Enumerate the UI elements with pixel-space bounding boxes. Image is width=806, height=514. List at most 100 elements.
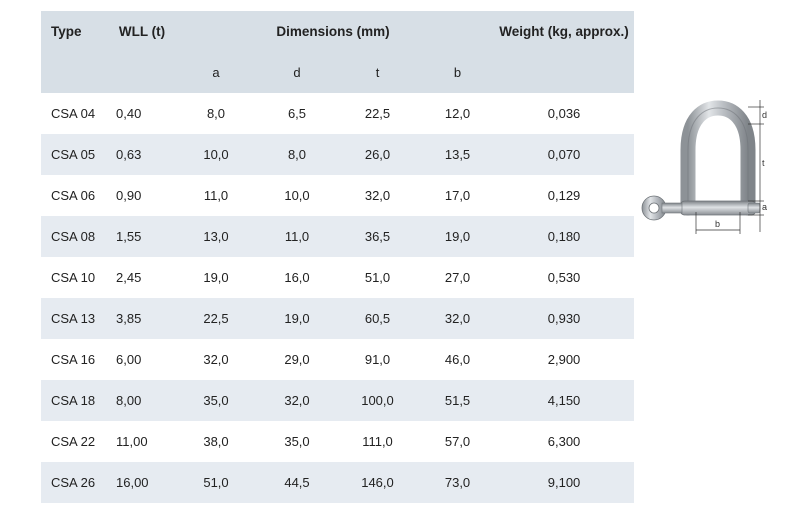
cell-weight: 9,100 [547, 475, 581, 490]
cell-type: CSA 05 [51, 147, 96, 162]
table-row: CSA 13 3,85 22,5 19,0 60,5 32,0 0,930 [41, 298, 635, 339]
table-row: CSA 10 2,45 19,0 16,0 51,0 27,0 0,530 [41, 257, 634, 298]
shackle-spec-table: Type WLL (t) Dimensions (mm) Weight (kg,… [41, 11, 635, 503]
cell-b: 57,0 [444, 434, 471, 449]
cell-type: CSA 08 [51, 229, 96, 244]
cell-weight: 6,300 [547, 434, 581, 449]
cell-b: 19,0 [444, 229, 471, 244]
cell-t: 146,0 [361, 475, 394, 490]
cell-type: CSA 22 [51, 434, 96, 449]
cell-wll: 6,00 [116, 352, 142, 367]
table-row: CSA 05 0,63 10,0 8,0 26,0 13,5 0,070 [41, 134, 635, 175]
cell-weight: 4,150 [547, 393, 581, 408]
cell-b: 27,0 [444, 270, 471, 285]
cell-weight: 2,900 [547, 352, 581, 367]
cell-wll: 1,55 [116, 229, 142, 244]
cell-a: 13,0 [203, 229, 229, 244]
cell-t: 111,0 [362, 434, 393, 449]
shackle-diagram: d t a b [641, 100, 767, 234]
cell-type: CSA 13 [51, 311, 96, 326]
cell-d: 35,0 [284, 434, 310, 449]
cell-a: 11,0 [203, 188, 229, 203]
cell-b: 12,0 [444, 106, 471, 121]
cell-wll: 0,63 [116, 147, 142, 162]
cell-wll: 11,00 [116, 434, 148, 449]
cell-b: 13,5 [444, 147, 471, 162]
cell-d: 29,0 [284, 352, 310, 367]
cell-wll: 3,85 [116, 311, 142, 326]
cell-weight: 0,070 [547, 147, 581, 162]
cell-wll: 0,90 [116, 188, 142, 203]
header-sub-b: b [453, 65, 462, 80]
dim-label-a: a [762, 202, 767, 212]
cell-wll: 0,40 [116, 106, 142, 121]
header-type: Type [51, 24, 82, 39]
dim-label-d: d [762, 110, 767, 120]
table-row: CSA 18 8,00 35,0 32,0 100,0 51,5 4,150 [41, 380, 635, 421]
cell-a: 32,0 [203, 352, 229, 367]
cell-t: 22,5 [364, 106, 391, 121]
cell-type: CSA 04 [51, 106, 96, 121]
cell-type: CSA 18 [51, 393, 96, 408]
cell-d: 8,0 [287, 147, 307, 162]
shackle-body-icon [641, 100, 761, 221]
cell-d: 10,0 [284, 188, 310, 203]
cell-type: CSA 06 [51, 188, 96, 203]
cell-t: 36,5 [364, 229, 391, 244]
header-sub-empty [494, 52, 634, 93]
cell-b: 32,0 [444, 311, 471, 326]
cell-b: 73,0 [444, 475, 471, 490]
cell-t: 60,5 [364, 311, 391, 326]
cell-weight: 0,129 [547, 188, 581, 203]
table-header: Type WLL (t) Dimensions (mm) Weight (kg,… [41, 11, 635, 93]
cell-type: CSA 26 [51, 475, 96, 490]
cell-weight: 0,036 [547, 106, 581, 121]
cell-wll: 8,00 [116, 393, 142, 408]
table-row: CSA 26 16,00 51,0 44,5 146,0 73,0 9,100 [41, 462, 635, 503]
cell-wll: 16,00 [116, 475, 149, 490]
header-sub-t: t [375, 65, 380, 80]
cell-wll: 2,45 [116, 270, 142, 285]
cell-type: CSA 10 [51, 270, 96, 285]
cell-a: 35,0 [203, 393, 229, 408]
header-sub-empty [41, 52, 112, 93]
cell-d: 6,5 [287, 106, 307, 121]
cell-b: 51,5 [444, 393, 471, 408]
cell-weight: 0,930 [547, 311, 581, 326]
cell-weight: 0,530 [547, 270, 581, 285]
cell-a: 51,0 [203, 475, 229, 490]
cell-a: 19,0 [203, 270, 229, 285]
cell-d: 11,0 [284, 229, 310, 244]
cell-a: 22,5 [203, 311, 229, 326]
header-weight: Weight (kg, approx.) [499, 24, 629, 39]
cell-t: 100,0 [361, 393, 394, 408]
cell-t: 91,0 [364, 352, 391, 367]
table-body: CSA 04 0,40 8,0 6,5 22,5 12,0 0,036 CSA 05 0,63 1… [41, 93, 635, 503]
cell-t: 26,0 [364, 147, 391, 162]
header-row-sub: a d t b [41, 52, 635, 93]
cell-b: 46,0 [444, 352, 471, 367]
header-dimensions: Dimensions (mm) [276, 24, 390, 39]
header-sub-d: d [293, 65, 301, 80]
cell-t: 32,0 [364, 188, 391, 203]
header-row-main: Type WLL (t) Dimensions (mm) Weight (kg,… [41, 11, 635, 52]
cell-d: 32,0 [284, 393, 310, 408]
table-row: CSA 16 6,00 32,0 29,0 91,0 46,0 2,900 [41, 339, 634, 380]
dim-label-t: t [762, 158, 765, 168]
cell-b: 17,0 [444, 188, 471, 203]
header-sub-empty [112, 52, 172, 93]
header-wll: WLL (t) [118, 24, 166, 39]
dimension-lines [695, 100, 764, 234]
cell-a: 8,0 [206, 106, 226, 121]
cell-weight: 0,180 [547, 229, 581, 244]
table-row: CSA 08 1,55 13,0 11,0 36,5 19,0 0,180 [41, 216, 635, 257]
cell-a: 38,0 [203, 434, 229, 449]
cell-a: 10,0 [203, 147, 229, 162]
cell-d: 16,0 [284, 270, 310, 285]
cell-t: 51,0 [364, 270, 391, 285]
table-row: CSA 06 0,90 11,0 10,0 32,0 17,0 0,129 [41, 175, 634, 216]
cell-d: 44,5 [284, 475, 310, 490]
table-row: CSA 22 11,00 38,0 35,0 111,0 57,0 6,300 [41, 421, 634, 462]
cell-type: CSA 16 [51, 352, 96, 367]
table-row: CSA 04 0,40 8,0 6,5 22,5 12,0 0,036 [41, 93, 634, 134]
